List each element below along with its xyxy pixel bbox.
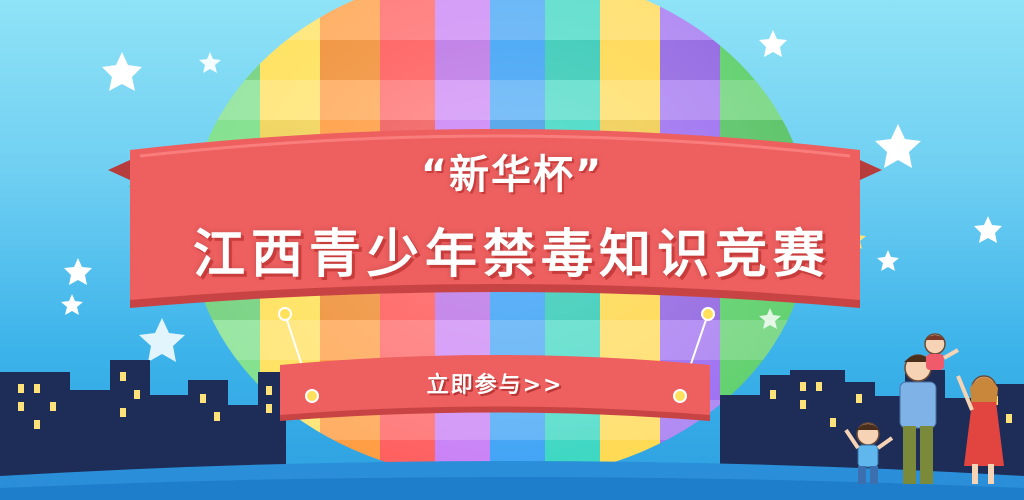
star-icon — [199, 52, 221, 73]
page-title: 江西青少年禁毒知识竞赛 — [192, 225, 831, 285]
star-icon — [974, 216, 1002, 243]
star-icon — [759, 308, 781, 329]
join-now-button[interactable]: 立即参与>> — [280, 355, 710, 411]
title-line-1: “新华杯” — [420, 152, 604, 198]
star-icon — [875, 124, 921, 168]
star-icon — [61, 294, 83, 315]
cta-ribbon — [280, 355, 710, 421]
star-icons — [61, 30, 1002, 362]
title-ribbon — [108, 129, 882, 308]
join-now-label: 立即参与>> — [426, 373, 564, 398]
star-icon — [64, 258, 92, 285]
star-icon — [139, 318, 185, 362]
city-windows-left — [18, 372, 272, 429]
star-icon — [102, 52, 142, 91]
star-icon — [877, 250, 899, 271]
star-icon — [759, 30, 787, 57]
family-illustration — [844, 333, 1004, 484]
